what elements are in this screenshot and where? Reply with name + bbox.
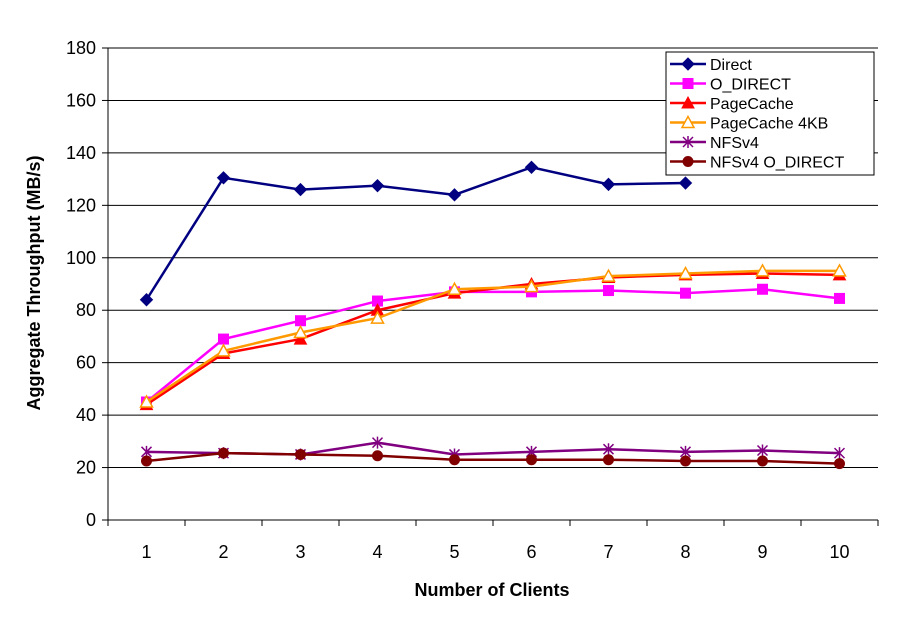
y-tick-label: 0: [86, 510, 96, 530]
legend-label: NFSv4 O_DIRECT: [710, 155, 844, 172]
data-point: [447, 281, 462, 295]
data-point: [757, 455, 768, 467]
data-point: [293, 324, 308, 339]
grid: [108, 47, 878, 469]
legend-marker: [682, 136, 694, 148]
legend-marker: [680, 114, 696, 129]
x-tick-label: 1: [141, 542, 151, 562]
data-point: [370, 178, 385, 193]
legend: Direct O_DIRECT PageCache PageCache 4KB NFSv…: [665, 51, 875, 176]
legend-label: PageCache 4KB: [710, 116, 828, 133]
legend-label: O_DIRECT: [710, 77, 791, 94]
x-tick-label: 8: [680, 542, 690, 562]
data-point: [293, 182, 308, 197]
series-nfsv4-o-direct: [141, 447, 845, 470]
y-tick-label: 140: [66, 143, 96, 163]
axes: Aggregate Throughput (MB/s) Number of Cl…: [24, 38, 879, 600]
legend-label: NFSv4: [710, 135, 759, 152]
data-point: [139, 293, 154, 307]
y-tick-label: 180: [66, 38, 96, 58]
x-tick-label: 2: [218, 542, 228, 562]
data-point: [680, 287, 691, 299]
data-point: [524, 279, 539, 293]
data-point: [601, 177, 616, 192]
legend-label: PageCache: [710, 96, 794, 113]
y-tick-label: 100: [66, 248, 96, 268]
legend-box: [665, 51, 875, 176]
y-axis-title: Aggregate Throughput (MB/s): [24, 156, 44, 411]
x-tick-label: 6: [526, 542, 536, 562]
series-line: [145, 287, 840, 403]
data-point: [680, 455, 691, 467]
data-point: [372, 450, 383, 462]
data-point: [678, 265, 693, 280]
data-point: [833, 447, 846, 460]
data-point: [295, 448, 306, 460]
legend-item: PageCache: [670, 95, 794, 113]
x-tick-label: 4: [372, 542, 382, 562]
x-tick-label: 9: [757, 542, 767, 562]
data-point: [524, 160, 539, 175]
x-tick-label: 10: [829, 542, 849, 562]
data-point: [216, 343, 231, 357]
data-point: [757, 283, 768, 295]
series-line: [145, 166, 686, 301]
legend-marker: [682, 156, 694, 167]
data-point: [601, 268, 616, 282]
data-point: [602, 443, 615, 456]
legend-item: O_DIRECT: [670, 77, 791, 94]
series-direct: [139, 160, 693, 307]
data-point: [295, 315, 306, 327]
data-point: [293, 332, 308, 345]
data-point: [526, 454, 537, 466]
legend-item: PageCache 4KB: [670, 114, 828, 133]
legend-item: NFSv4: [670, 135, 759, 152]
series-layer: [139, 160, 847, 470]
series-line: [146, 451, 840, 465]
x-tick-label: 3: [295, 542, 305, 562]
data-point: [449, 454, 460, 466]
data-point: [218, 447, 229, 459]
data-point: [755, 263, 770, 277]
data-point: [370, 310, 385, 324]
y-tick-label: 80: [76, 300, 96, 320]
data-point: [756, 444, 769, 457]
y-tick-label: 60: [76, 353, 96, 373]
legend-marker: [681, 57, 695, 71]
data-point: [218, 333, 229, 345]
data-point: [834, 458, 845, 470]
data-point: [216, 171, 231, 185]
legend-item: NFSv4 O_DIRECT: [670, 155, 844, 172]
data-point: [141, 455, 152, 467]
data-point: [139, 394, 154, 408]
y-tick-label: 120: [66, 195, 96, 215]
data-point: [678, 176, 693, 190]
y-tick-label: 20: [76, 458, 96, 478]
y-tick-label: 40: [76, 405, 96, 425]
x-axis-title: Number of Clients: [414, 580, 569, 600]
data-point: [603, 285, 614, 297]
data-point: [603, 454, 614, 466]
data-point: [447, 188, 462, 202]
series-line: [145, 269, 840, 404]
x-tick-label: 7: [603, 542, 613, 562]
data-point: [371, 436, 384, 449]
y-tick-label: 160: [66, 90, 96, 110]
series-line: [145, 272, 840, 406]
legend-label: Direct: [710, 57, 752, 74]
series-pagecache-4kb: [139, 263, 847, 408]
series-nfsv4: [140, 436, 846, 461]
x-tick-label: 5: [449, 542, 459, 562]
legend-marker: [681, 95, 695, 109]
data-point: [832, 263, 847, 277]
data-point: [834, 292, 845, 304]
legend-marker: [682, 78, 694, 89]
legend-item: Direct: [670, 57, 752, 74]
